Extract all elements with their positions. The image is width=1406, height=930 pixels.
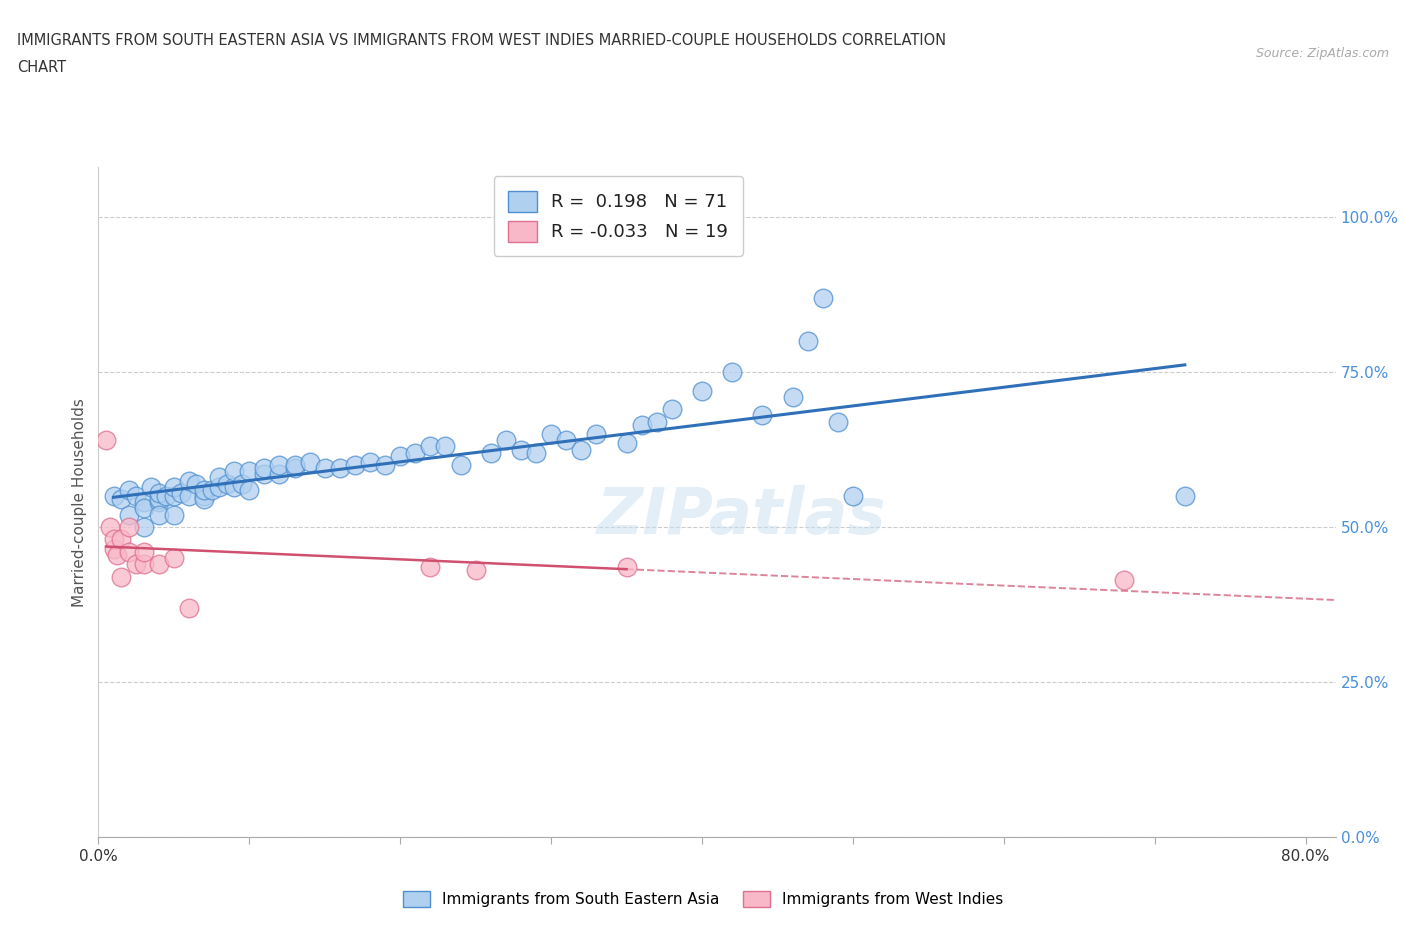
Point bbox=[827, 414, 849, 429]
Point bbox=[811, 290, 834, 305]
Point bbox=[132, 544, 155, 559]
Point bbox=[479, 445, 502, 460]
Point bbox=[224, 479, 246, 494]
Point bbox=[117, 544, 139, 559]
Point bbox=[284, 458, 307, 472]
Point bbox=[215, 476, 238, 491]
Point bbox=[616, 436, 638, 451]
Y-axis label: Married-couple Households: Married-couple Households bbox=[72, 398, 87, 606]
Point bbox=[419, 560, 441, 575]
Point bbox=[690, 383, 713, 398]
Point bbox=[148, 507, 170, 522]
Point bbox=[555, 432, 578, 447]
Point bbox=[450, 458, 472, 472]
Point bbox=[284, 460, 307, 475]
Point bbox=[193, 492, 215, 507]
Legend: Immigrants from South Eastern Asia, Immigrants from West Indies: Immigrants from South Eastern Asia, Immi… bbox=[396, 884, 1010, 913]
Point bbox=[569, 442, 592, 457]
Point bbox=[721, 365, 744, 379]
Point bbox=[782, 390, 804, 405]
Point bbox=[177, 600, 200, 615]
Point bbox=[238, 464, 260, 479]
Point bbox=[630, 418, 652, 432]
Point bbox=[269, 458, 291, 472]
Legend: R =  0.198   N = 71, R = -0.033   N = 19: R = 0.198 N = 71, R = -0.033 N = 19 bbox=[494, 177, 742, 256]
Point bbox=[117, 520, 139, 535]
Point bbox=[110, 492, 132, 507]
Text: CHART: CHART bbox=[17, 60, 66, 75]
Point bbox=[208, 470, 231, 485]
Point bbox=[193, 488, 215, 503]
Point bbox=[343, 458, 366, 472]
Point bbox=[117, 507, 139, 522]
Point bbox=[419, 439, 441, 454]
Point bbox=[103, 488, 125, 503]
Point bbox=[298, 455, 321, 470]
Point bbox=[177, 473, 200, 488]
Point bbox=[751, 408, 773, 423]
Point bbox=[186, 476, 208, 491]
Point bbox=[524, 445, 547, 460]
Point bbox=[661, 402, 683, 417]
Point bbox=[103, 532, 125, 547]
Point bbox=[163, 488, 186, 503]
Text: ZIPatlas: ZIPatlas bbox=[598, 485, 887, 547]
Point bbox=[110, 532, 132, 547]
Point bbox=[125, 488, 148, 503]
Point bbox=[163, 551, 186, 565]
Point bbox=[616, 560, 638, 575]
Point bbox=[231, 476, 253, 491]
Point bbox=[495, 432, 517, 447]
Point bbox=[374, 458, 396, 472]
Point bbox=[1114, 572, 1136, 587]
Point bbox=[125, 557, 148, 572]
Point bbox=[141, 479, 163, 494]
Point bbox=[208, 479, 231, 494]
Point bbox=[509, 442, 531, 457]
Point bbox=[200, 483, 222, 498]
Point bbox=[464, 563, 486, 578]
Point bbox=[404, 445, 426, 460]
Point bbox=[148, 495, 170, 510]
Point bbox=[1174, 488, 1197, 503]
Point bbox=[148, 557, 170, 572]
Point bbox=[132, 520, 155, 535]
Text: Source: ZipAtlas.com: Source: ZipAtlas.com bbox=[1256, 46, 1389, 60]
Point bbox=[170, 485, 193, 500]
Point bbox=[177, 488, 200, 503]
Point bbox=[253, 460, 276, 475]
Point bbox=[110, 569, 132, 584]
Point bbox=[163, 507, 186, 522]
Point bbox=[540, 427, 562, 442]
Point bbox=[224, 464, 246, 479]
Point bbox=[645, 414, 668, 429]
Point bbox=[314, 460, 336, 475]
Point bbox=[105, 548, 128, 563]
Point bbox=[132, 501, 155, 516]
Point bbox=[269, 467, 291, 482]
Point bbox=[94, 432, 117, 447]
Point bbox=[238, 483, 260, 498]
Point bbox=[389, 448, 412, 463]
Point bbox=[253, 467, 276, 482]
Point bbox=[434, 439, 457, 454]
Point bbox=[796, 334, 818, 349]
Point bbox=[842, 488, 865, 503]
Point bbox=[100, 520, 122, 535]
Point bbox=[359, 455, 381, 470]
Point bbox=[585, 427, 607, 442]
Point bbox=[148, 485, 170, 500]
Point bbox=[148, 492, 170, 507]
Point bbox=[155, 488, 177, 503]
Point bbox=[193, 483, 215, 498]
Point bbox=[329, 460, 352, 475]
Point bbox=[117, 483, 139, 498]
Point bbox=[132, 557, 155, 572]
Point bbox=[103, 541, 125, 556]
Point bbox=[132, 495, 155, 510]
Text: IMMIGRANTS FROM SOUTH EASTERN ASIA VS IMMIGRANTS FROM WEST INDIES MARRIED-COUPLE: IMMIGRANTS FROM SOUTH EASTERN ASIA VS IM… bbox=[17, 33, 946, 47]
Point bbox=[163, 479, 186, 494]
